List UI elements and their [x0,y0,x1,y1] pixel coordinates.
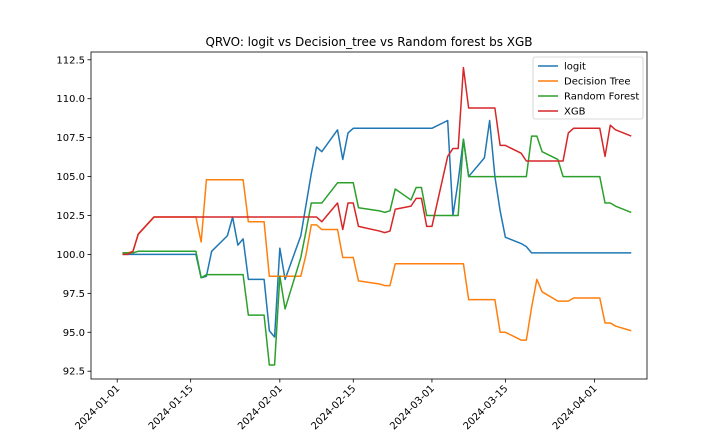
legend-label: logit [564,62,586,73]
plot-frame [90,51,648,380]
y-tick-label: 105.0 [56,172,85,183]
y-tick-label: 95.0 [63,328,85,339]
y-tick-label: 92.5 [63,367,85,378]
legend-label: XGB [564,107,586,118]
y-tick-label: 110.0 [56,94,85,105]
series-line-xgb [122,66,632,256]
series-line-decision-tree [122,178,632,341]
series-line-logit [122,119,632,338]
y-tick-label: 112.5 [56,55,85,66]
y-tick-label: 100.0 [56,250,85,261]
legend: logit Decision Tree Random Forest XGB [532,56,644,120]
legend-label: Random Forest [564,92,639,103]
chart-title: QRVO: logit vs Decision_tree vs Random f… [205,35,532,49]
y-tick-label: 107.5 [56,133,85,144]
y-tick-label: 97.5 [63,289,85,300]
series-lines [122,66,632,366]
legend-box [532,56,644,120]
series-line-random-forest [122,135,632,366]
legend-label: Decision Tree [564,77,631,88]
y-tick-label: 102.5 [56,211,85,222]
